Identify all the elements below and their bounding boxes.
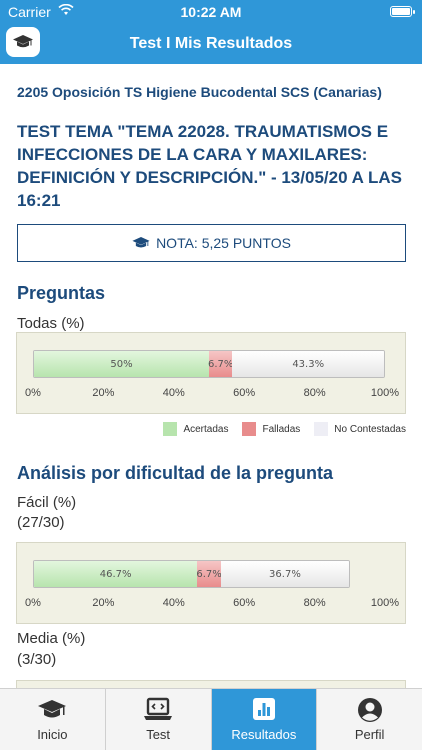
axis-tick-label: 40%: [162, 387, 185, 399]
axis-tick-label: 20%: [92, 387, 115, 399]
axis-tick-label: 40%: [162, 597, 185, 609]
bar-track: 50% 6.7% 43.3%: [33, 350, 385, 378]
carrier-label: Carrier: [8, 4, 51, 20]
mortarboard-icon: [13, 35, 33, 48]
dificultad-heading: Análisis por dificultad de la pregunta: [17, 463, 334, 483]
bar-segment-acertadas: 46.7%: [34, 561, 198, 587]
wifi-icon: [58, 4, 74, 15]
bar-track: 46.7% 6.7% 36.7%: [33, 560, 351, 588]
axis-tick-label: 100%: [370, 387, 400, 399]
score-text: NOTA: 5,25 PUNTOS: [156, 235, 291, 251]
axis-tick-label: 20%: [92, 597, 115, 609]
chart-media: [16, 680, 406, 688]
bar-segment-falladas: 6.7%: [196, 561, 222, 587]
chart-legend: Acertadas Falladas No Contestadas: [149, 422, 406, 436]
laptop-code-icon: [144, 697, 173, 720]
chart-facil: 46.7% 6.7% 36.7% 0% 20% 40% 60% 80% 100%: [16, 542, 406, 624]
tab-perfil[interactable]: Perfil: [317, 689, 422, 750]
todas-label: Todas (%): [17, 315, 85, 332]
bar-segment-falladas: 6.7%: [208, 351, 233, 377]
tab-resultados[interactable]: Resultados: [211, 689, 318, 750]
legend-no-contestadas: No Contestadas: [334, 423, 406, 435]
status-bar: Carrier 10:22 AM: [0, 0, 422, 24]
axis-tick-label: 0%: [25, 597, 41, 609]
battery-icon: [390, 6, 415, 17]
preguntas-heading: Preguntas: [17, 283, 106, 303]
media-label: Media (%): [17, 630, 86, 647]
axis-tick-label: 60%: [233, 597, 256, 609]
test-title: TEST TEMA "TEMA 22028. TRAUMATISMOS E IN…: [17, 122, 402, 210]
chart-todas: 50% 6.7% 43.3% 0% 20% 40% 60% 80% 100%: [16, 332, 406, 414]
bar-segment-no-contestadas: 43.3%: [232, 351, 384, 377]
legend-acertadas: Acertadas: [183, 423, 229, 435]
score-box: NOTA: 5,25 PUNTOS: [17, 224, 406, 262]
tab-inicio[interactable]: Inicio: [0, 689, 106, 750]
legend-swatch-falladas: [242, 422, 257, 436]
bar-chart-icon: [252, 698, 275, 720]
tab-test-label: Test: [146, 727, 171, 742]
mortarboard-icon: [132, 237, 150, 248]
status-time: 10:22 AM: [180, 4, 242, 20]
axis-tick-label: 80%: [303, 597, 326, 609]
bar-segment-acertadas: 50%: [34, 351, 209, 377]
course-name: 2205 Oposición TS Higiene Bucodental SCS…: [17, 84, 382, 100]
bar-segment-no-contestadas: 36.7%: [220, 561, 350, 587]
page-title: Test I Mis Resultados: [129, 35, 293, 52]
legend-swatch-acertadas: [163, 422, 178, 436]
tab-perfil-label: Perfil: [354, 727, 385, 742]
tab-inicio-label: Inicio: [37, 727, 68, 742]
mortarboard-icon: [38, 700, 67, 718]
axis-tick-label: 80%: [303, 387, 326, 399]
axis-tick-label: 0%: [25, 387, 41, 399]
tab-test[interactable]: Test: [106, 689, 212, 750]
tab-resultados-label: Resultados: [231, 727, 297, 742]
results-content[interactable]: 2205 Oposición TS Higiene Bucodental SCS…: [0, 64, 422, 688]
legend-falladas: Falladas: [262, 423, 301, 435]
axis-tick-label: 60%: [233, 387, 256, 399]
facil-label: Fácil (%): [17, 494, 77, 511]
home-button[interactable]: [6, 27, 40, 57]
axis-tick-label: 100%: [370, 597, 400, 609]
facil-count: (27/30): [17, 514, 65, 531]
user-circle-icon: [357, 698, 382, 722]
legend-swatch-no-contestadas: [314, 422, 329, 436]
media-count: (3/30): [17, 651, 57, 668]
nav-bar: Test I Mis Resultados: [0, 24, 422, 64]
tab-bar: Inicio Test Resultados Perfil: [0, 688, 422, 750]
